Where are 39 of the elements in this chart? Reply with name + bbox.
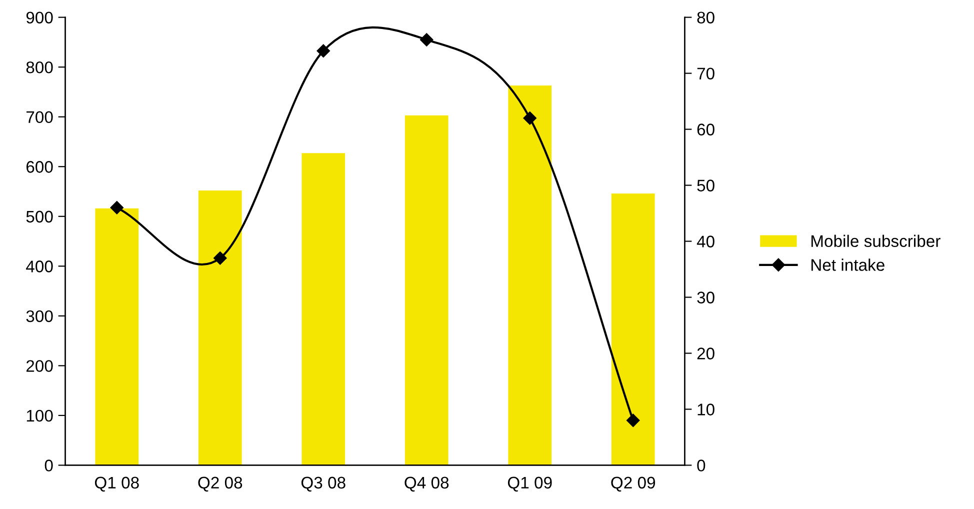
- bar: [198, 190, 242, 466]
- point: [110, 201, 124, 214]
- bar: [404, 115, 448, 466]
- bar: [95, 208, 139, 466]
- y-tick-label: 700: [26, 111, 53, 124]
- y2-tick-label: 0: [697, 460, 706, 472]
- point: [626, 414, 640, 428]
- point: [214, 251, 227, 265]
- y2-tick-label: 80: [697, 12, 714, 24]
- y-tick-label: 500: [26, 210, 53, 223]
- y2-tick-label: 60: [697, 124, 714, 136]
- y-tick-label: 100: [26, 410, 53, 422]
- x-tick-label: Q1 08: [94, 476, 139, 492]
- bar: [302, 153, 346, 466]
- y2-tick-label: 30: [697, 292, 714, 304]
- x-tick-label: Q1 09: [508, 476, 552, 492]
- y2-tick-label: 50: [697, 180, 714, 192]
- y2-tick-label: 40: [696, 236, 714, 248]
- y-tick-label: 800: [26, 61, 53, 74]
- point: [420, 33, 434, 46]
- x-tick-label: Q2 08: [198, 476, 242, 492]
- x-tick-label: Q4 08: [404, 476, 449, 492]
- y-tick-label: 0: [44, 460, 53, 472]
- y2-tick-label: 70: [697, 68, 714, 80]
- y2-tick-label: 20: [697, 348, 714, 360]
- x-tick-label: Q3 08: [301, 476, 346, 492]
- x-tick-label: Q2 09: [611, 476, 656, 492]
- bar: [611, 193, 655, 466]
- point: [523, 112, 536, 125]
- bar: [508, 85, 552, 466]
- y-tick-label: 200: [26, 360, 53, 372]
- y-tick-label: 300: [26, 310, 53, 322]
- legend-label: Net intake: [811, 258, 884, 271]
- y-tick-label: 900: [26, 12, 53, 24]
- y-tick-label: 400: [26, 260, 53, 272]
- y2-tick-label: 10: [698, 404, 714, 416]
- point: [316, 44, 330, 58]
- legend-label: Mobile subscriber: [811, 234, 940, 248]
- y-tick-label: 600: [26, 161, 53, 173]
